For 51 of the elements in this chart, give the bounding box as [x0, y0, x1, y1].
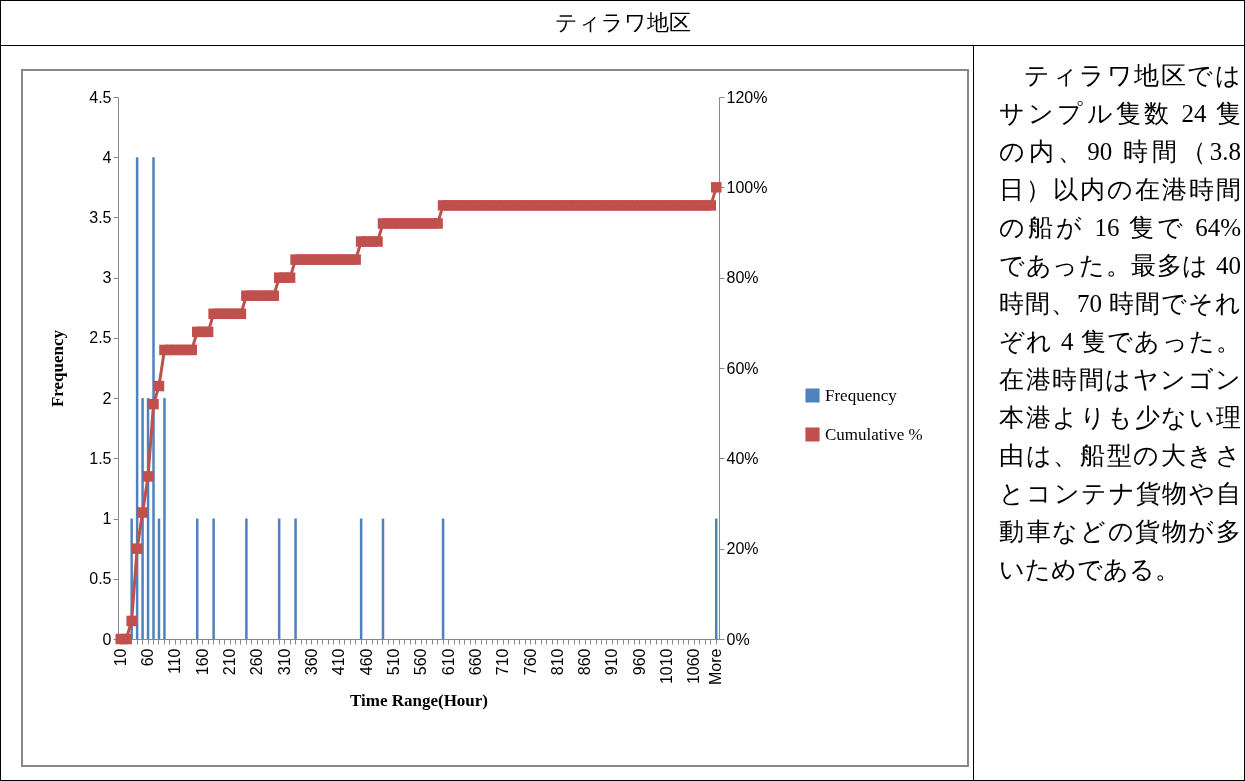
x-tick-label: More — [707, 648, 725, 685]
x-tick-label: 860 — [576, 648, 594, 676]
bar — [245, 518, 248, 639]
bar — [163, 398, 166, 639]
y2-tick-label: 60% — [726, 359, 759, 377]
y-tick-label: 3.5 — [89, 208, 112, 226]
x-tick-label: 910 — [603, 648, 621, 676]
chart-title: ティラワ地区 — [1, 1, 1244, 46]
x-tick-label: 710 — [494, 648, 512, 676]
bar — [294, 518, 297, 639]
y2-tick-label: 80% — [726, 269, 759, 287]
y-axis-title: Frequency — [48, 329, 68, 408]
x-tick-label: 1060 — [685, 648, 703, 685]
y-tick-label: 3 — [102, 269, 112, 287]
x-tick-label: 410 — [330, 648, 348, 676]
x-tick-label: 110 — [166, 648, 184, 675]
x-tick-label: 610 — [439, 648, 457, 676]
x-tick-label: 210 — [221, 648, 238, 676]
x-tick-label: 160 — [193, 648, 211, 676]
y-tick-label: 0.5 — [89, 570, 112, 588]
y2-tick-label: 0% — [726, 630, 750, 648]
x-tick-label: 760 — [521, 648, 539, 676]
x-tick-label: 310 — [275, 648, 293, 676]
y2-tick-label: 20% — [726, 540, 759, 558]
y-tick-label: 4 — [102, 148, 112, 166]
bar — [212, 518, 215, 639]
y-tick-label: 0 — [102, 630, 112, 648]
y2-tick-label: 100% — [726, 178, 768, 196]
y2-tick-label: 120% — [726, 88, 768, 106]
y-tick-label: 4.5 — [89, 88, 112, 106]
legend-label: Cumulative % — [825, 424, 923, 444]
y-tick-label: 2.5 — [89, 329, 112, 347]
x-tick-label: 960 — [630, 648, 648, 676]
y-tick-label: 1 — [102, 510, 112, 528]
x-tick-label: 60 — [139, 648, 157, 667]
x-tick-label: 810 — [548, 648, 566, 676]
y-tick-label: 2 — [102, 389, 112, 407]
x-tick-label: 660 — [466, 648, 484, 676]
x-tick-label: 1010 — [658, 648, 676, 685]
x-axis-title: Time Range(Hour) — [349, 690, 489, 710]
text: ティラワ地区ではサンプル隻数 24 隻の内、90 時間（3.8 日）以内の在港時間の船が 16 隻で 64%であった。最多は 40 時間、70 時間でそれぞれ 4 隻であった。在港時間はヤンゴン本港よりも少ない理由は、船型の大きさとコンテナ貨物や自動車などの貨物が多いためである。 — [999, 62, 1241, 583]
x-tick-label: 510 — [384, 648, 402, 676]
x-tick-label: 10 — [111, 648, 129, 667]
x-tick-label: 460 — [357, 648, 375, 676]
bar — [715, 518, 718, 639]
x-tick-label: 560 — [412, 648, 430, 676]
x-tick-label: 360 — [302, 648, 320, 676]
y-tick-label: 1.5 — [89, 449, 112, 467]
x-tick-label: 260 — [248, 648, 266, 676]
y2-tick-label: 40% — [726, 449, 759, 467]
legend-label: Frequency — [825, 385, 898, 405]
